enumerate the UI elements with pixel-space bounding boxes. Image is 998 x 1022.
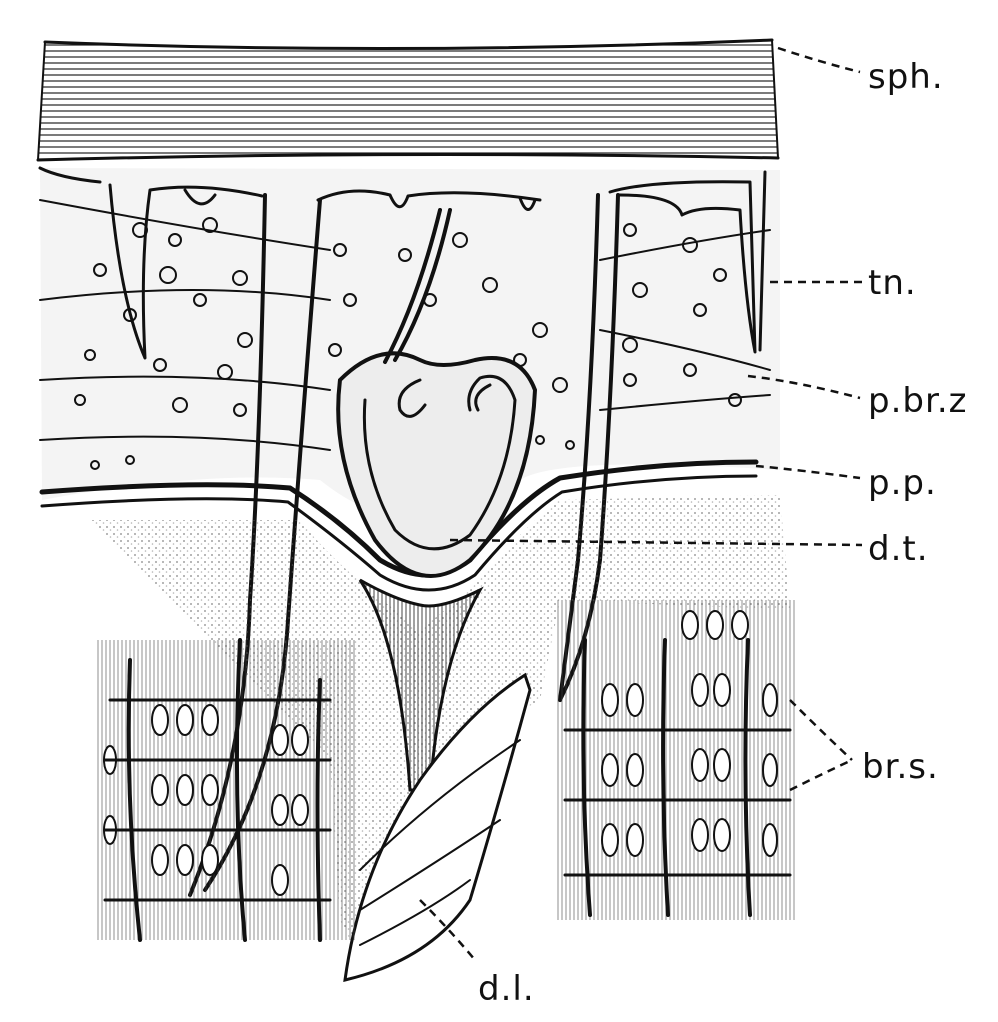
label-dt: d.t. xyxy=(868,529,929,569)
label-brs: br.s. xyxy=(862,747,939,787)
label-pbrz: p.br.z xyxy=(868,381,967,421)
branchial-sac-right xyxy=(555,600,795,920)
label-sph: sph. xyxy=(868,57,944,97)
digestive-tube xyxy=(336,208,538,578)
label-tn: tn. xyxy=(868,263,917,303)
sphincter-band xyxy=(36,38,780,162)
label-dl: d.l. xyxy=(478,969,535,1009)
dorsal-lamella xyxy=(343,672,532,982)
label-pp: p.p. xyxy=(868,463,937,503)
branchial-sac-left xyxy=(95,638,355,942)
lower-stipple xyxy=(90,495,790,960)
leader-lines xyxy=(419,46,863,961)
